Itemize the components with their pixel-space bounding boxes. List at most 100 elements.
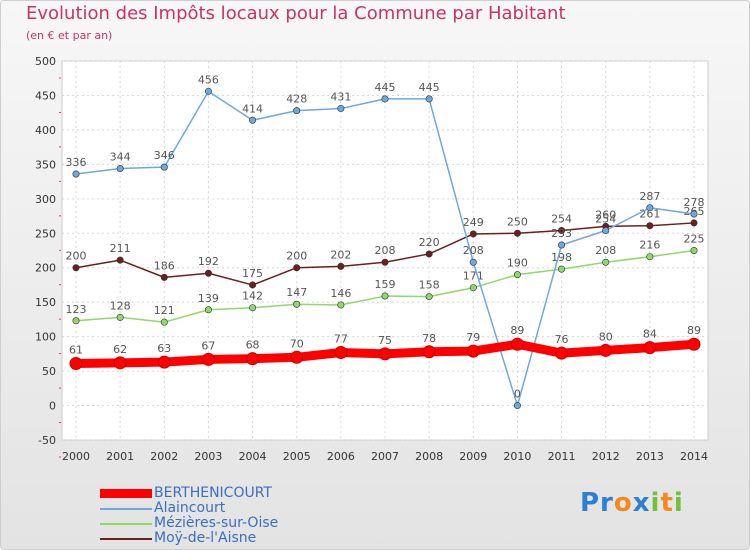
data-label: 77	[334, 332, 348, 345]
data-label: 70	[290, 337, 304, 350]
data-label: 0	[514, 388, 521, 401]
data-point	[646, 253, 654, 261]
data-label: 78	[422, 332, 436, 345]
data-point	[72, 170, 80, 178]
data-label: 175	[242, 267, 263, 280]
data-label: 68	[246, 339, 260, 352]
data-point	[69, 357, 83, 371]
data-point	[160, 163, 168, 171]
chart-subtitle: (en € et par an)	[26, 29, 113, 42]
data-label: 139	[198, 292, 219, 305]
data-point	[337, 301, 345, 309]
data-point	[157, 355, 171, 369]
x-tick-label: 2012	[592, 450, 620, 463]
data-label: 287	[639, 190, 660, 203]
data-point	[469, 284, 477, 292]
data-point	[293, 300, 301, 308]
data-point	[425, 95, 433, 103]
data-label: 89	[510, 324, 524, 337]
data-label: 254	[551, 213, 572, 226]
data-point	[246, 352, 260, 366]
data-label: 220	[419, 236, 440, 249]
data-label: 159	[375, 278, 396, 291]
data-point	[690, 219, 698, 227]
x-tick-label: 2006	[327, 450, 355, 463]
data-point	[116, 256, 124, 264]
y-tick-label: 250	[35, 227, 56, 240]
data-label: 200	[286, 250, 307, 263]
data-point	[116, 164, 124, 172]
data-point	[113, 356, 127, 370]
data-point	[337, 262, 345, 270]
y-tick-label: 350	[35, 158, 56, 171]
data-label: 233	[551, 227, 572, 240]
data-point	[249, 281, 257, 289]
legend-item: BERTHENICOURT	[100, 485, 360, 501]
legend-swatch	[100, 523, 152, 525]
data-point	[290, 350, 304, 364]
data-point	[510, 337, 524, 351]
data-label: 198	[551, 251, 572, 264]
data-label: 76	[555, 333, 569, 346]
legend: BERTHENICOURT Alaincourt Mézières-sur-Oise…	[100, 485, 360, 546]
data-point	[425, 250, 433, 258]
y-tick-label: 300	[35, 193, 56, 206]
data-point	[558, 227, 566, 235]
data-point	[558, 265, 566, 273]
data-point	[425, 293, 433, 301]
proxiti-logo: Proxiti	[580, 488, 684, 518]
y-tick-label: 50	[42, 365, 56, 378]
data-point	[204, 87, 212, 95]
data-label: 190	[507, 257, 528, 270]
data-point	[72, 264, 80, 272]
data-label: 202	[330, 248, 351, 261]
legend-label: Mézières-sur-Oise	[154, 515, 279, 531]
data-label: 62	[113, 343, 127, 356]
data-point	[381, 95, 389, 103]
data-label: 250	[507, 215, 528, 228]
legend-label: BERTHENICOURT	[154, 485, 272, 501]
legend-label: Alaincourt	[154, 500, 226, 516]
data-point	[646, 204, 654, 212]
data-label: 278	[684, 196, 705, 209]
data-label: 67	[201, 339, 215, 352]
data-point	[381, 292, 389, 300]
data-label: 456	[198, 73, 219, 86]
x-tick-label: 2011	[548, 450, 576, 463]
x-tick-label: 2003	[194, 450, 222, 463]
data-point	[513, 229, 521, 237]
data-label: 147	[286, 286, 307, 299]
data-point	[293, 264, 301, 272]
data-label: 75	[378, 334, 392, 347]
data-label: 186	[154, 259, 175, 272]
y-tick-label: 500	[35, 55, 56, 68]
data-label: 200	[66, 250, 87, 263]
data-point	[422, 345, 436, 359]
data-label: 121	[154, 304, 175, 317]
data-label: 208	[463, 244, 484, 257]
data-point	[249, 304, 257, 312]
y-tick-label: 100	[35, 331, 56, 344]
data-label: 128	[110, 299, 131, 312]
data-label: 142	[242, 290, 263, 303]
y-tick-label: 450	[35, 89, 56, 102]
data-label: 84	[643, 328, 657, 341]
data-point	[201, 352, 215, 366]
data-label: 431	[330, 91, 351, 104]
data-label: 80	[599, 330, 613, 343]
data-point	[599, 343, 613, 357]
y-tick-label: -50	[38, 434, 56, 447]
data-label: 61	[69, 344, 83, 357]
data-label: 63	[157, 342, 171, 355]
data-point	[381, 258, 389, 266]
series-berthenicourt: 61 62 63 67 68 70 77 75 78 79 89 76 80 84 89	[69, 324, 701, 371]
y-tick-label: 0	[49, 400, 56, 413]
data-label: 123	[66, 303, 87, 316]
y-tick-label: 150	[35, 296, 56, 309]
data-point	[116, 313, 124, 321]
data-label: 208	[595, 244, 616, 257]
data-point	[337, 105, 345, 113]
data-point	[602, 227, 610, 235]
y-tick-label: 200	[35, 262, 56, 275]
